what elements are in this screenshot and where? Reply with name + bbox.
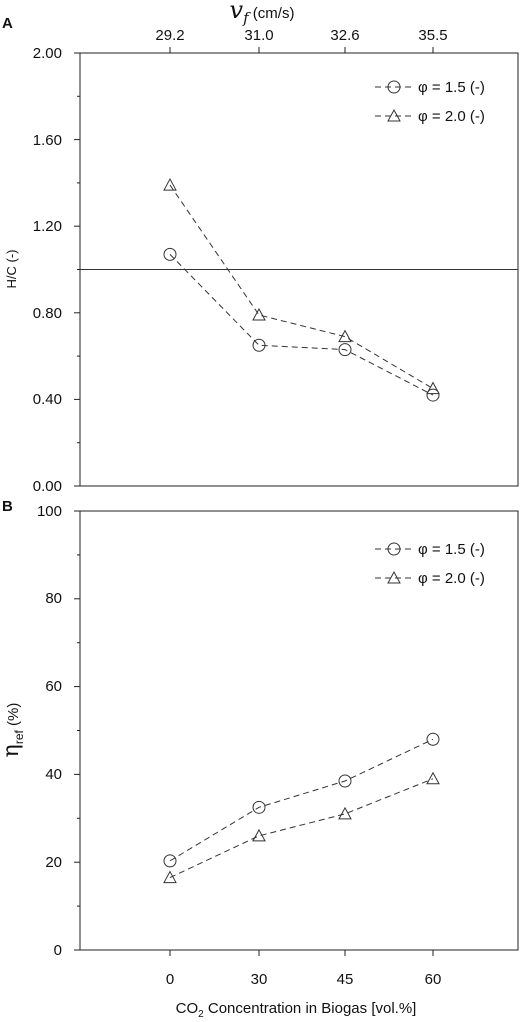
x-tick-label: 45	[337, 971, 354, 988]
y-tick-label: 2.00	[33, 45, 62, 62]
series-line-1	[169, 778, 434, 879]
data-point-triangle	[338, 806, 352, 820]
legend-a: φ = 1.5 (-) φ = 2.0 (-)	[375, 79, 485, 125]
y-tick-label: 80	[45, 590, 62, 607]
top-axis-symbol: v	[230, 0, 244, 24]
panel-b: B 0 20 40 60 80 100 ηref (%) 0 30 45 60 …	[0, 498, 485, 1020]
series-line-0	[169, 253, 434, 396]
data-point-triangle	[426, 771, 440, 785]
data-point-circle	[426, 388, 440, 402]
data-point-triangle	[426, 381, 440, 395]
series-line-0	[169, 738, 434, 862]
series-line-1	[169, 184, 434, 390]
legend-marker-a-0	[387, 80, 401, 94]
data-point-circle	[338, 343, 352, 357]
y-tick-label: 0.00	[33, 478, 62, 495]
panel-label-a: A	[2, 15, 13, 32]
legend-b: φ = 1.5 (-) φ = 2.0 (-)	[375, 541, 485, 587]
y-tick-label: 40	[45, 766, 62, 783]
top-tick-label: 32.6	[330, 27, 359, 44]
data-point-circle	[252, 338, 266, 352]
y-axis-unit: (%)	[5, 703, 22, 731]
data-point-circle	[163, 247, 177, 261]
x-axis-title-suffix: Concentration in Biogas [vol.%]	[204, 1000, 417, 1017]
legend-label-a-1: φ = 2.0 (-)	[418, 108, 485, 125]
plot-area-b	[74, 510, 519, 956]
panel-label-b: B	[2, 498, 13, 515]
top-tick-label: 31.0	[244, 27, 273, 44]
legend-marker-b-0	[387, 542, 401, 556]
y-tick-label: 0.80	[33, 305, 62, 322]
legend-label-b-1: φ = 2.0 (-)	[418, 570, 485, 587]
top-tick-label: 29.2	[155, 27, 184, 44]
x-tick-label: 0	[166, 971, 174, 988]
y-axis-tick-labels-b: 0 20 40 60 80 100	[37, 503, 62, 959]
legend-marker-b-1	[387, 570, 401, 584]
plot-area-a	[74, 47, 519, 487]
data-point-circle	[252, 800, 266, 814]
x-tick-label: 60	[425, 971, 442, 988]
y-axis-title-a: H/C (-)	[4, 250, 19, 289]
y-axis-title-b: ηref (%)	[0, 703, 26, 758]
data-point-circle	[426, 732, 440, 746]
data-point-triangle	[163, 178, 177, 191]
panel-a: A vf (cm/s) 29.2 31.0 32.6 35.5 0.00 0.4…	[2, 0, 485, 495]
legend-label-b-0: φ = 1.5 (-)	[418, 541, 485, 558]
data-point-circle	[163, 854, 177, 868]
y-axis-tick-labels-a: 0.00 0.40 0.80 1.20 1.60 2.00	[33, 45, 62, 495]
y-tick-label: 1.20	[33, 218, 62, 235]
x-axis-title: CO2 Concentration in Biogas [vol.%]	[176, 1000, 417, 1020]
data-point-triangle	[338, 329, 352, 343]
x-axis-title-subscript: 2	[198, 1009, 204, 1020]
legend-label-a-0: φ = 1.5 (-)	[418, 79, 485, 96]
data-point-triangle	[163, 870, 177, 884]
x-axis-title-prefix: CO	[176, 1000, 199, 1017]
top-axis-tick-labels: 29.2 31.0 32.6 35.5	[155, 27, 447, 44]
plot-layers	[74, 47, 519, 956]
y-tick-label: 0	[54, 942, 62, 959]
y-tick-label: 20	[45, 854, 62, 871]
y-tick-label: 0.40	[33, 391, 62, 408]
x-axis-tick-labels: 0 30 45 60	[166, 971, 442, 988]
y-tick-label: 60	[45, 678, 62, 695]
y-tick-label: 100	[37, 503, 62, 520]
top-axis-title: vf (cm/s)	[230, 0, 295, 27]
data-point-circle	[338, 774, 352, 788]
legend-marker-a-1	[387, 108, 401, 122]
y-axis-symbol: η	[0, 744, 24, 757]
x-tick-label: 30	[251, 971, 268, 988]
top-tick-label: 35.5	[418, 27, 447, 44]
data-point-triangle	[252, 307, 266, 321]
top-axis-unit: (cm/s)	[249, 5, 295, 22]
y-tick-label: 1.60	[33, 132, 62, 149]
top-axis-subscript: f	[242, 9, 251, 27]
y-axis-subscript: ref	[12, 729, 26, 744]
data-point-triangle	[252, 828, 266, 842]
